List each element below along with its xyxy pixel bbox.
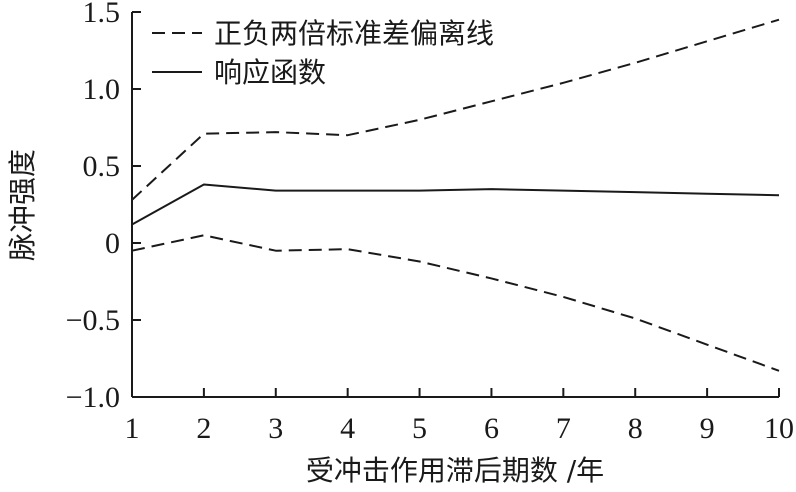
y-tick-label: −1.0 [66, 381, 120, 414]
y-tick-label: 1.5 [83, 0, 121, 29]
y-tick-label: −0.5 [66, 304, 120, 337]
x-tick-label: 5 [412, 412, 427, 445]
x-tick-label: 1 [125, 412, 140, 445]
x-tick-label: 3 [268, 412, 283, 445]
legend: 正负两倍标准差偏离线 响应函数 [152, 17, 494, 89]
x-tick-label: 8 [628, 412, 643, 445]
y-axis-ticks: 1.5 1.0 0.5 0 −0.5 −1.0 [66, 0, 141, 414]
x-axis-ticks: 1 2 3 4 5 6 7 8 9 10 [125, 388, 794, 445]
x-tick-label: 7 [556, 412, 571, 445]
y-tick-label: 1.0 [83, 73, 121, 106]
series-lines [131, 18, 780, 372]
plot-area [131, 12, 779, 398]
x-tick-label: 4 [340, 412, 355, 445]
series-line-deviation-lower [131, 234, 780, 372]
x-tick-label: 6 [484, 412, 499, 445]
y-axis-title: 脉冲强度 [6, 149, 39, 261]
series-line-response [131, 183, 780, 226]
legend-label-deviation: 正负两倍标准差偏离线 [214, 17, 494, 50]
x-tick-label: 9 [700, 412, 715, 445]
x-tick-label: 2 [196, 412, 211, 445]
series-line-deviation-upper [131, 18, 780, 201]
legend-label-response: 响应函数 [214, 56, 326, 89]
x-tick-label: 10 [764, 412, 794, 445]
y-tick-label: 0.5 [83, 150, 121, 183]
x-axis-title: 受冲击作用滞后期数 /年 [306, 454, 604, 487]
y-tick-label: 0 [105, 227, 120, 260]
